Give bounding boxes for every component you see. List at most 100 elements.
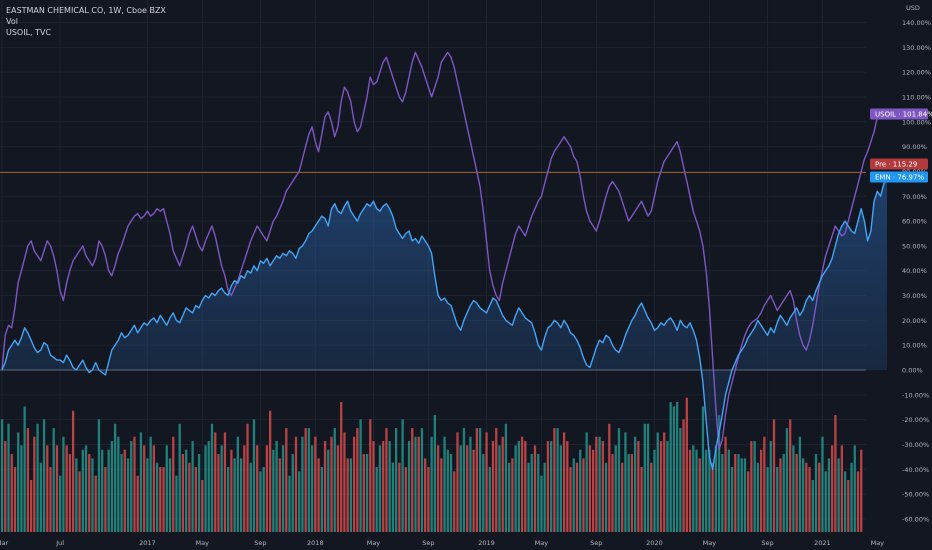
volume-bar	[268, 410, 272, 532]
volume-bar	[217, 454, 220, 532]
volume-bar	[191, 441, 194, 532]
volume-bar	[730, 467, 734, 532]
volume-bar	[39, 462, 42, 532]
volume-bar	[646, 423, 650, 532]
x-tick-label: Sep	[422, 539, 434, 547]
volume-bar	[837, 458, 840, 532]
volume-bar	[617, 428, 621, 532]
volume-legend[interactable]: Vol	[6, 17, 18, 26]
volume-bar	[91, 458, 94, 532]
volume-bar	[701, 406, 705, 532]
volume-bar	[692, 445, 695, 532]
volume-bar	[227, 467, 230, 532]
volume-bar	[756, 462, 760, 532]
volume-bar	[252, 419, 256, 532]
volume-bar	[530, 454, 533, 532]
volume-bar	[210, 423, 214, 532]
volume-bar	[23, 406, 26, 532]
x-tick-label: 2017	[139, 539, 156, 547]
volume-bar	[436, 445, 440, 532]
x-tick-label: May	[196, 539, 210, 547]
volume-bar	[595, 436, 598, 532]
volume-bar	[805, 462, 808, 532]
volume-bar	[49, 467, 52, 532]
emn-area-fill	[2, 178, 888, 470]
y-tick-label: 70.00%	[902, 193, 927, 201]
y-tick-label: 20.00%	[902, 317, 927, 325]
volume-bar	[740, 458, 743, 532]
y-tick-label: 140.00%	[902, 19, 931, 27]
volume-bar	[540, 475, 543, 532]
volume-bar	[81, 449, 84, 532]
volume-bar	[133, 436, 136, 532]
volume-bar	[553, 428, 556, 532]
volume-bar	[650, 462, 653, 532]
price-tag-label: EMN · 76.97%	[875, 174, 924, 182]
volume-bar	[0, 419, 4, 532]
volume-bar	[194, 467, 197, 532]
volume-bar	[860, 449, 863, 532]
volume-bar	[459, 445, 462, 532]
volume-bar	[785, 428, 789, 532]
volume-bar	[750, 441, 753, 532]
volume-bar	[575, 462, 579, 532]
volume-bar	[110, 441, 114, 532]
y-axis[interactable]: -60.00% -50.00% -40.00% -30.00% -20.00% -10.0…	[902, 19, 931, 523]
volume-bar	[818, 462, 821, 532]
volume-bar	[556, 428, 559, 532]
volume-bar	[847, 480, 850, 532]
symbol-title[interactable]: EASTMAN CHEMICAL CO, 1W, Cboe BZX	[6, 6, 166, 15]
volume-bar	[782, 454, 785, 532]
volume-bar	[107, 449, 110, 532]
y-tick-label: 50.00%	[902, 242, 927, 250]
x-tick-label: Sep	[761, 539, 773, 547]
volume-bar	[708, 449, 711, 532]
volume-bar	[239, 458, 243, 532]
volume-bar	[291, 454, 294, 532]
compare-legend[interactable]: USOIL, TVC	[6, 28, 52, 37]
volume-bar	[485, 432, 488, 532]
volume-bar	[117, 436, 120, 532]
volume-bar	[20, 445, 23, 532]
volume-bar	[362, 454, 365, 532]
volume-bar	[624, 432, 627, 532]
volume-bar	[453, 471, 456, 532]
volume-bar	[197, 454, 201, 532]
volume-bar	[188, 462, 191, 532]
volume-bar	[443, 436, 446, 532]
volume-bar	[679, 428, 682, 532]
volume-bar	[175, 475, 178, 532]
volume-bar	[727, 449, 730, 532]
volume-bar	[840, 445, 843, 532]
volume-bar	[724, 436, 727, 532]
currency-label[interactable]: USD	[906, 4, 920, 12]
volume-bar	[440, 458, 443, 532]
price-tag	[870, 108, 928, 120]
volume-bar	[798, 436, 802, 532]
y-tick-label: 130.00%	[902, 44, 931, 52]
volume-bar	[307, 428, 311, 532]
volume-bar	[272, 449, 275, 532]
x-axis[interactable]: Mar Jul 2017 May Sep 2018 May Sep 2019 May Sep 2020…	[0, 539, 884, 547]
y-tick-label: 120.00%	[902, 69, 931, 77]
volume-bar	[808, 467, 811, 532]
volume-bar	[155, 462, 159, 532]
volume-bar	[488, 467, 491, 532]
volume-bar	[285, 428, 288, 532]
volume-bar	[643, 423, 646, 532]
volume-bar	[391, 462, 395, 532]
volume-bar	[533, 445, 537, 532]
price-tag-label: USOIL · 101.84%	[875, 111, 932, 119]
volume-bar	[501, 436, 504, 532]
volume-bar	[834, 415, 837, 532]
volume-bar	[214, 432, 217, 532]
volume-bar	[4, 441, 7, 532]
volume-bar	[792, 445, 795, 532]
volume-bar	[511, 458, 514, 532]
volume-bar	[827, 458, 831, 532]
volume-bar	[94, 475, 97, 532]
volume-bar	[591, 449, 595, 532]
volume-bar	[456, 432, 459, 532]
volume-bar	[478, 428, 482, 532]
